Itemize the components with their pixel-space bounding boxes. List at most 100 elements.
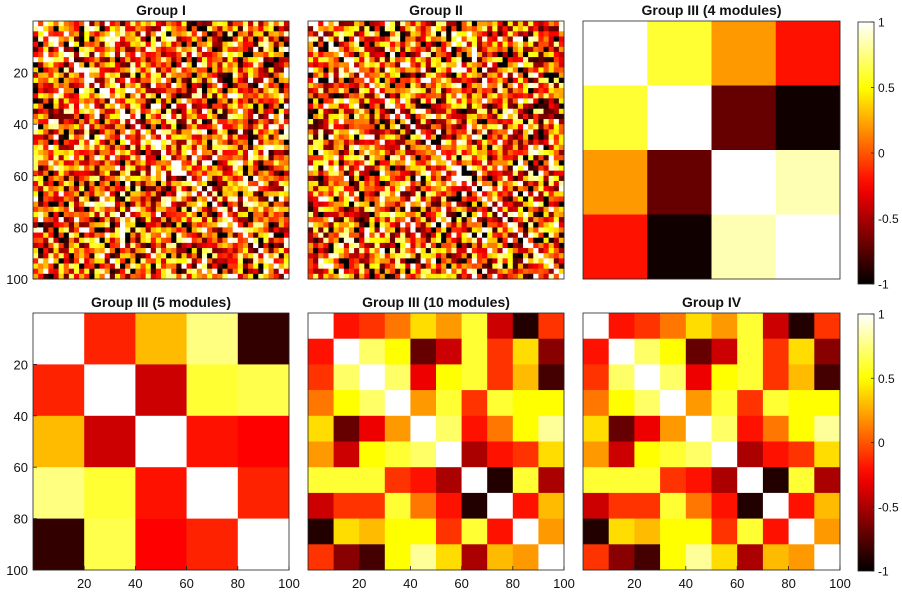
heatmap-cell [99, 273, 106, 280]
heatmap-cell [253, 227, 259, 233]
heatmap-cell [359, 155, 365, 161]
heatmap-cell [58, 119, 65, 125]
heatmap-cell [79, 129, 85, 135]
heatmap-cell [171, 206, 177, 213]
heatmap-cell [227, 248, 234, 254]
heatmap-cell [446, 67, 452, 73]
heatmap-cell [84, 26, 90, 32]
heatmap-cell [242, 41, 249, 48]
heatmap-cell [150, 36, 157, 43]
heatmap-cell [471, 258, 478, 264]
heatmap-cell [558, 41, 565, 48]
heatmap-cell [466, 62, 473, 68]
heatmap-cell [348, 150, 355, 156]
heatmap-cell [222, 113, 228, 120]
heatmap-cell [104, 196, 111, 202]
heatmap-cell [191, 26, 198, 32]
heatmap-cell [94, 263, 100, 270]
heatmap-cell [364, 248, 370, 254]
heatmap-cell [523, 175, 529, 182]
heatmap-cell [166, 72, 172, 79]
heatmap-cell [354, 258, 360, 264]
heatmap-cell [212, 222, 218, 228]
heatmap-cell [492, 201, 498, 208]
heatmap-cell [482, 62, 488, 68]
heatmap-cell [502, 268, 509, 275]
heatmap-cell [558, 268, 565, 275]
heatmap-cell [140, 191, 147, 197]
heatmap-cell [79, 268, 85, 275]
heatmap-cell [446, 232, 452, 239]
heatmap-cell [328, 77, 334, 84]
heatmap-cell [171, 175, 177, 182]
heatmap-cell [253, 88, 259, 94]
heatmap-cell [43, 165, 49, 172]
heatmap-cell [379, 72, 386, 79]
heatmap-cell [323, 108, 329, 115]
heatmap-cell [268, 258, 275, 264]
heatmap-cell [38, 191, 44, 197]
heatmap-cell [268, 41, 275, 48]
heatmap-cell [109, 134, 116, 141]
heatmap-cell [395, 201, 401, 208]
heatmap-cell [379, 248, 386, 254]
heatmap-cell [125, 129, 131, 135]
heatmap-cell [395, 258, 401, 264]
heatmap-cell [369, 103, 375, 110]
heatmap-cell [232, 253, 239, 259]
heatmap-cell [328, 222, 334, 228]
heatmap-cell [482, 26, 488, 32]
heatmap-cell [125, 258, 131, 264]
heatmap-cell [517, 253, 524, 259]
heatmap-cell [145, 129, 152, 135]
heatmap-cell [415, 67, 422, 73]
heatmap-cell [176, 258, 182, 264]
heatmap-cell [441, 170, 447, 177]
heatmap-cell [553, 26, 560, 32]
heatmap-cell [196, 98, 203, 104]
heatmap-cell [348, 67, 355, 73]
heatmap-cell [253, 129, 259, 135]
heatmap-cell [420, 103, 427, 110]
heatmap-cell [338, 21, 345, 27]
heatmap-cell [140, 211, 147, 218]
heatmap-cell [476, 248, 483, 254]
heatmap-cell [333, 165, 340, 172]
heatmap-cell [410, 180, 416, 187]
heatmap-cell [196, 191, 203, 197]
heatmap-cell [94, 113, 100, 120]
heatmap-cell [441, 211, 447, 218]
heatmap-cell [456, 82, 462, 89]
heatmap-cell [359, 165, 365, 172]
heatmap-cell [166, 227, 172, 233]
heatmap-cell [548, 72, 555, 79]
heatmap-cell [68, 155, 75, 161]
heatmap-cell [451, 36, 457, 43]
heatmap-cell [94, 77, 100, 84]
heatmap-cell [482, 222, 488, 228]
heatmap-cell [395, 211, 401, 218]
heatmap-cell [33, 268, 39, 275]
heatmap-cell [145, 150, 152, 156]
heatmap-cell [461, 263, 468, 270]
heatmap-cell [405, 72, 411, 79]
heatmap-cell [420, 191, 427, 197]
heatmap-cell [263, 258, 269, 264]
heatmap-cell [308, 211, 314, 218]
heatmap-cell [73, 263, 80, 270]
heatmap-cell [528, 134, 534, 141]
heatmap-cell [446, 82, 452, 89]
heatmap-cell [400, 253, 406, 259]
heatmap-cell [258, 124, 264, 130]
heatmap-cell [242, 82, 249, 89]
heatmap-cell [374, 150, 381, 156]
heatmap-cell [130, 41, 136, 48]
heatmap-cell [369, 124, 375, 130]
heatmap-cell [456, 201, 462, 208]
heatmap-cell [125, 72, 131, 79]
heatmap-cell [268, 186, 275, 192]
heatmap-cell [523, 51, 529, 58]
heatmap-cell [253, 170, 259, 177]
heatmap-cell [528, 175, 534, 182]
heatmap-cell [176, 175, 182, 182]
